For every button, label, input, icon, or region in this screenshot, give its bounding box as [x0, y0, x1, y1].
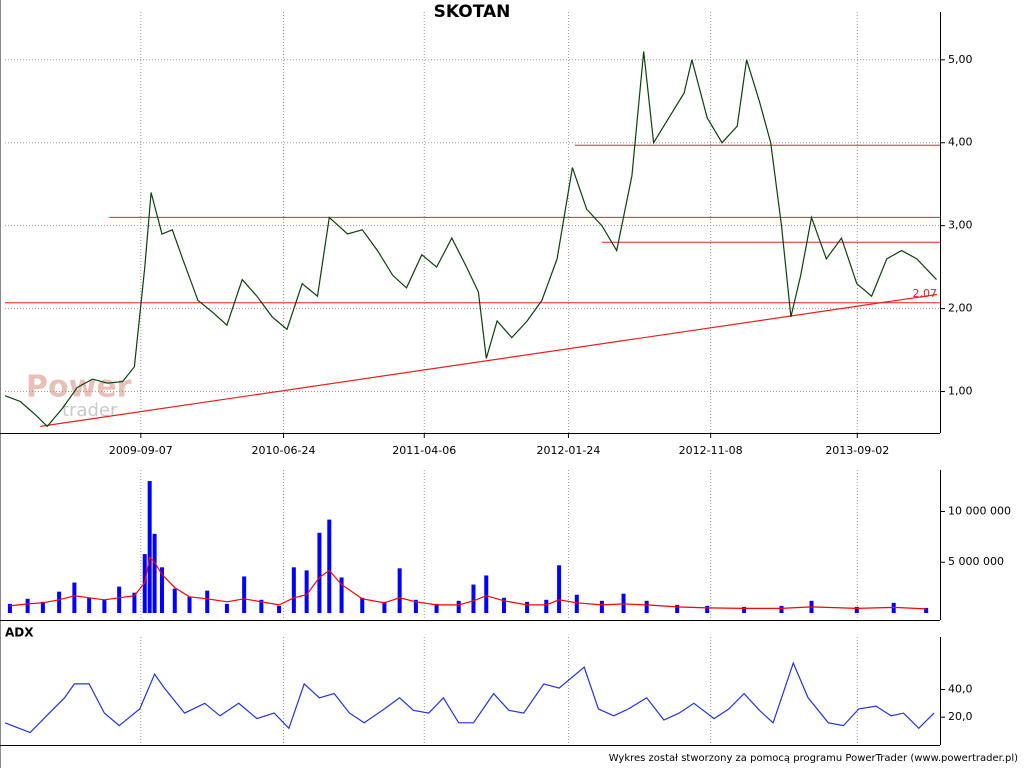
x-tick-label: 2009-09-07 — [109, 444, 173, 457]
plots: 2009-09-07 2010-06-24 2011-04-06 2012-01-24… — [0, 12, 1011, 746]
x-tick-label: 2013-09-02 — [825, 444, 889, 457]
watermark: trader — [62, 400, 118, 421]
volume-bar — [675, 604, 680, 613]
volume-bar — [102, 599, 107, 613]
volume-bar — [25, 598, 30, 613]
series-line — [4, 661, 935, 734]
y-tick-label: 5 000 000 — [948, 555, 1004, 568]
volume-bar — [599, 600, 604, 613]
volume-bar — [397, 568, 402, 613]
series-line — [4, 51, 937, 428]
volume-bar — [525, 601, 530, 613]
volume-bar — [187, 596, 192, 613]
volume-bar — [117, 586, 122, 613]
y-tick-label: 1,00 — [948, 385, 973, 398]
volume-bar — [259, 599, 264, 613]
volume-bar — [87, 597, 92, 613]
volume-bar — [172, 588, 177, 613]
volume-bar — [291, 567, 296, 613]
volume-bar — [779, 605, 784, 613]
y-tick-label: 5,00 — [948, 53, 973, 66]
y-tick-label: 20,0 — [948, 710, 973, 723]
volume-bar — [327, 519, 332, 613]
volume-bar — [205, 590, 210, 613]
pane-title: ADX — [5, 626, 34, 640]
volume-bar — [57, 591, 62, 613]
volume-bar — [501, 597, 506, 613]
volume-bar — [484, 575, 489, 613]
volume-bar — [705, 605, 710, 613]
volume-bar — [382, 601, 387, 613]
volume-bar — [742, 606, 747, 613]
footer: Wykres został stworzony za pomocą progra… — [609, 753, 1018, 764]
volume-bar — [854, 606, 859, 613]
series-line — [9, 555, 927, 610]
volume-bar — [924, 607, 929, 613]
volume-bar — [434, 603, 439, 613]
y-tick-label: 40,0 — [948, 682, 973, 695]
volume-bar — [132, 592, 137, 613]
volume-bar — [142, 554, 147, 613]
y-tick-label: 3,00 — [948, 219, 973, 232]
x-tick-label: 2010-06-24 — [252, 444, 316, 457]
volume-bar — [317, 532, 322, 613]
volume-bar — [304, 570, 309, 613]
volume-bar — [557, 565, 562, 613]
volume-bar — [544, 599, 549, 613]
volume-bar — [413, 599, 418, 613]
volume-bar — [456, 600, 461, 613]
y-tick-label: 4,00 — [948, 136, 973, 149]
trend-line — [40, 293, 938, 427]
volume-bar — [72, 582, 77, 613]
volume-bar — [277, 605, 282, 613]
volume-bar — [7, 603, 12, 613]
volume-bar — [574, 594, 579, 613]
y-tick-label: 2,00 — [948, 302, 973, 315]
chart-title: SKOTAN — [434, 2, 511, 22]
x-tick-label: 2012-01-24 — [536, 444, 600, 457]
volume-bar — [242, 576, 247, 613]
volume-bar — [360, 597, 365, 613]
volume-bar — [152, 533, 157, 613]
y-tick-label: 10 000 000 — [948, 504, 1011, 517]
volume-bar — [644, 600, 649, 613]
level-label: 2,07 — [913, 287, 938, 300]
x-tick-label: 2012-11-08 — [679, 444, 743, 457]
volume-bar — [339, 577, 344, 613]
volume-bar — [147, 481, 152, 613]
volume-bar — [471, 584, 476, 613]
volume-bar — [224, 603, 229, 613]
volume-bar — [40, 601, 45, 613]
x-tick-label: 2011-04-06 — [392, 444, 456, 457]
volume-bar — [159, 567, 164, 613]
